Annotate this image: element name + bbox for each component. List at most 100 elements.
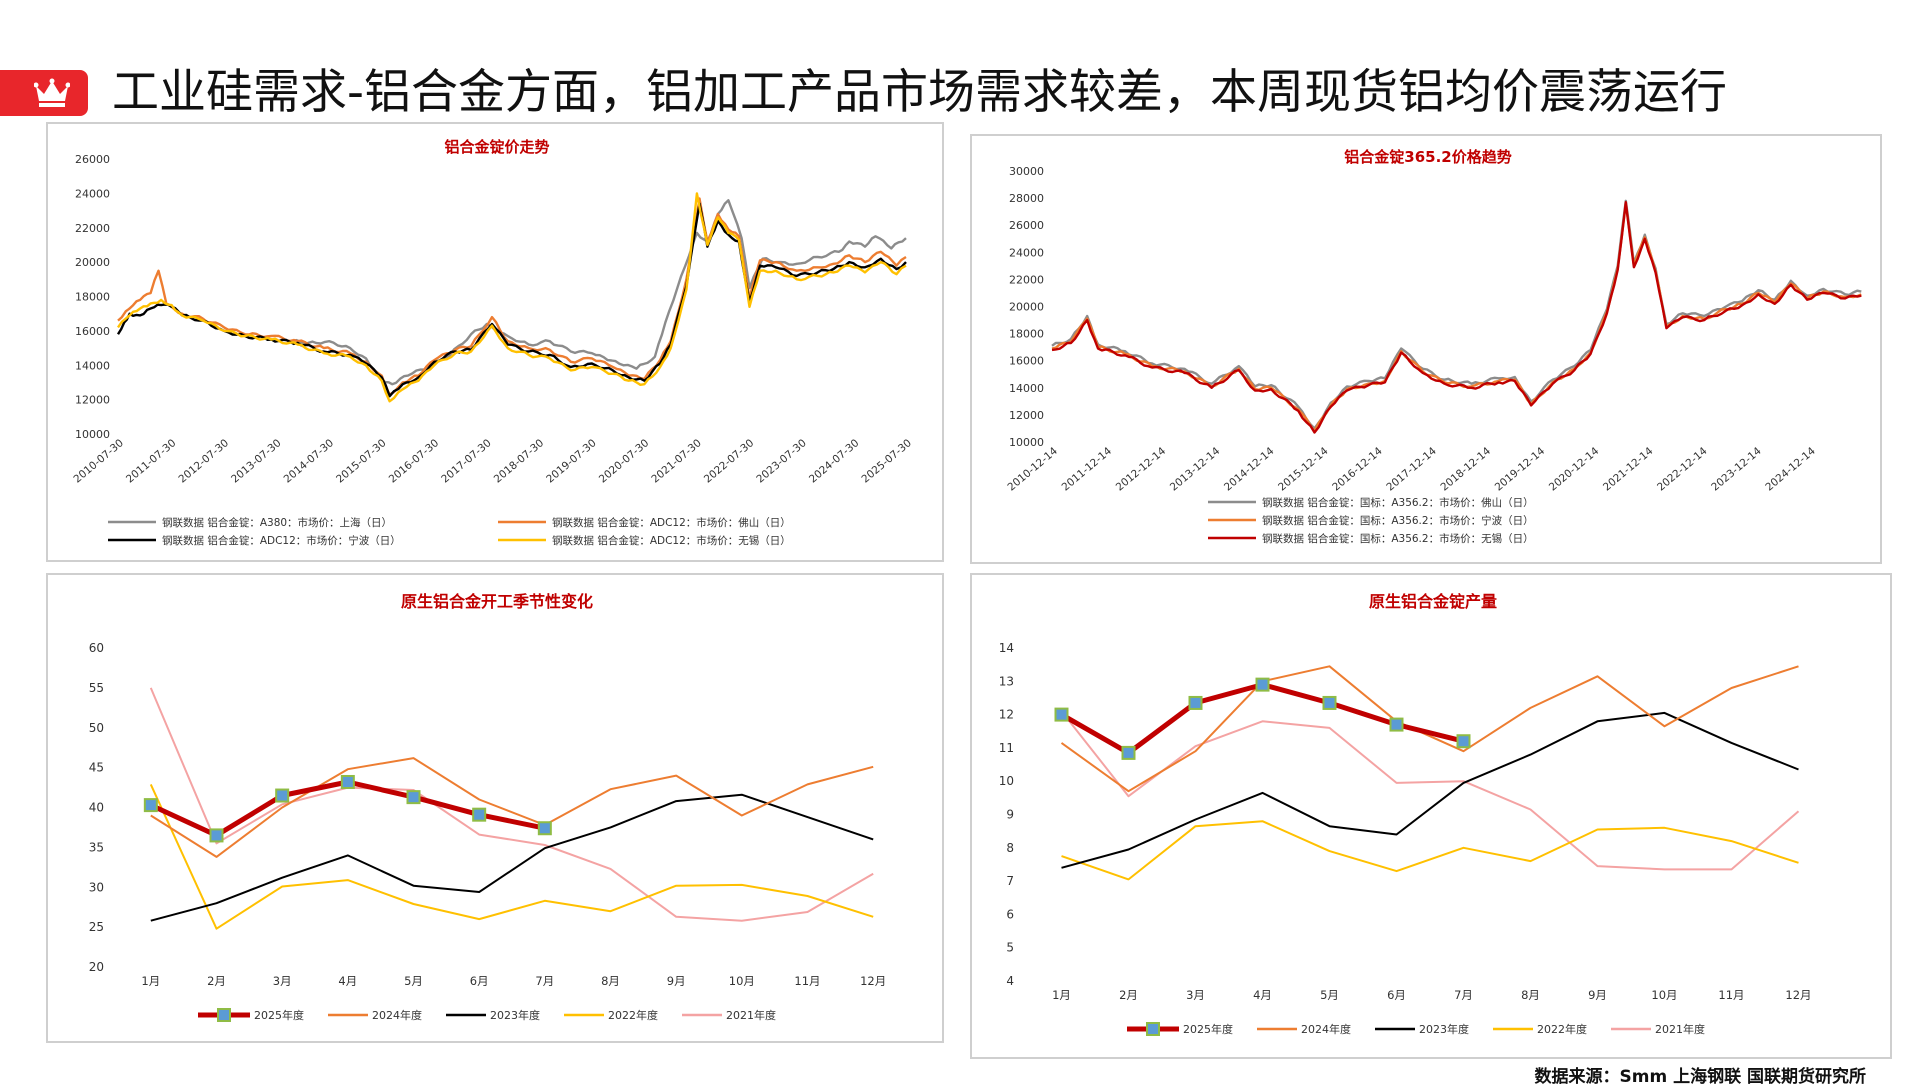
series-line-2 <box>117 197 907 396</box>
y-tick-label: 45 <box>89 761 104 775</box>
y-tick-label: 16000 <box>75 325 110 338</box>
x-tick-label: 2017-07-30 <box>439 437 493 485</box>
legend-label: 钢联数据 铝合金锭：国标：A356.2：市场价：宁波（日） <box>1262 514 1534 527</box>
x-tick-label: 2月 <box>207 974 226 988</box>
x-tick-label: 7月 <box>535 974 554 988</box>
x-tick-label: 9月 <box>667 974 686 988</box>
y-tick-label: 50 <box>89 721 104 735</box>
data-marker <box>1456 734 1471 749</box>
y-tick-label: 26000 <box>1009 219 1044 232</box>
y-tick-label: 14000 <box>75 359 110 372</box>
data-marker <box>1389 717 1404 732</box>
series-line-2021年度 <box>1060 710 1800 871</box>
x-tick-label: 1月 <box>141 974 160 988</box>
y-tick-label: 30 <box>89 880 104 894</box>
legend-label: 2021年度 <box>726 1008 776 1022</box>
y-tick-label: 4 <box>1006 974 1014 988</box>
y-tick-label: 12 <box>999 708 1014 722</box>
y-tick-label: 28000 <box>1009 192 1044 205</box>
y-tick-label: 40 <box>89 801 104 815</box>
y-tick-label: 10 <box>999 774 1014 788</box>
y-tick-label: 25 <box>89 920 104 934</box>
x-tick-label: 2019-07-30 <box>544 437 598 485</box>
legend-label: 钢联数据 铝合金锭：ADC12：市场价：宁波（日） <box>162 534 401 547</box>
y-tick-label: 20000 <box>1009 301 1044 314</box>
y-tick-label: 20000 <box>75 256 110 269</box>
legend-label: 2025年度 <box>254 1008 304 1022</box>
y-tick-label: 24000 <box>75 187 110 200</box>
data-marker <box>406 790 421 805</box>
legend-label: 钢联数据 铝合金锭：A380：市场价：上海（日） <box>162 516 392 529</box>
x-tick-label: 12月 <box>860 974 886 988</box>
x-tick-label: 5月 <box>1320 988 1339 1002</box>
series-line-3 <box>1051 201 1862 434</box>
y-tick-label: 26000 <box>75 153 110 166</box>
chart-panel-ingot-output: 原生铝合金锭产量 4 5 6 7 8 9 10 11 12 13 14 1月 2月 3月 4月 5月 6月 7月 8月… <box>970 573 1892 1059</box>
chart-title: 原生铝合金开工季节性变化 <box>401 592 593 611</box>
y-tick-label: 35 <box>89 840 104 854</box>
x-tick-label: 7月 <box>1454 988 1473 1002</box>
x-tick-label: 3月 <box>273 974 292 988</box>
y-tick-label: 20 <box>89 960 104 974</box>
y-tick-label: 14 <box>999 641 1014 655</box>
page-title: 工业硅需求-铝合金方面，铝加工产品市场需求较差，本周现货铝均价震荡运行 <box>112 65 1727 120</box>
data-source: 数据来源：Smm 上海钢联 国联期货研究所 <box>1534 1067 1866 1087</box>
legend-label: 2022年度 <box>1537 1022 1587 1036</box>
data-marker <box>1121 745 1136 760</box>
y-tick-label: 16000 <box>1009 355 1044 368</box>
x-tick-label: 2023-12-14 <box>1709 445 1764 494</box>
legend-label: 2021年度 <box>1655 1022 1705 1036</box>
x-tick-label: 2018-12-14 <box>1439 445 1494 494</box>
x-tick-label: 2013-12-14 <box>1168 445 1223 494</box>
series-line-2024年度 <box>1060 665 1799 793</box>
x-tick-label: 2020-12-14 <box>1547 445 1602 494</box>
x-tick-label: 1月 <box>1052 988 1071 1002</box>
legend-label: 2024年度 <box>1301 1022 1351 1036</box>
x-tick-label: 8月 <box>601 974 620 988</box>
y-tick-label: 12000 <box>1009 409 1044 422</box>
logo-badge <box>0 70 88 116</box>
x-tick-label: 2010-07-30 <box>71 437 125 485</box>
y-tick-label: 22000 <box>1009 273 1044 286</box>
y-tick-label: 14000 <box>1009 382 1044 395</box>
legend-marker <box>1146 1022 1160 1036</box>
y-tick-label: 6 <box>1006 907 1014 921</box>
data-marker <box>1188 695 1203 710</box>
x-tick-label: 2014-07-30 <box>282 437 336 485</box>
y-tick-label: 11 <box>999 741 1014 755</box>
legend-label: 钢联数据 铝合金锭：ADC12：市场价：佛山（日） <box>552 516 791 529</box>
series-line-2022年度 <box>149 783 874 930</box>
y-tick-label: 13 <box>999 674 1014 688</box>
x-tick-label: 2012-12-14 <box>1114 445 1169 494</box>
data-marker <box>537 821 552 836</box>
x-tick-label: 2025-07-30 <box>859 437 913 485</box>
chart-panel-a356-price: 铝合金锭365.2价格趋势 10000 12000 14000 16000 18000 20… <box>970 134 1882 564</box>
x-tick-label: 2024-12-14 <box>1763 445 1818 494</box>
y-tick-label: 18000 <box>75 291 110 304</box>
data-marker <box>472 807 487 822</box>
legend-marker <box>217 1008 231 1022</box>
series-line-1 <box>1051 199 1862 430</box>
x-tick-label: 2013-07-30 <box>229 437 283 485</box>
series-line-2021年度 <box>149 687 874 922</box>
x-tick-label: 2023-07-30 <box>754 437 808 485</box>
x-tick-label: 2014-12-14 <box>1222 445 1277 494</box>
y-tick-label: 55 <box>89 681 104 695</box>
y-tick-label: 7 <box>1006 874 1014 888</box>
series-line-2023年度 <box>1061 711 1799 869</box>
y-tick-label: 5 <box>1006 941 1014 955</box>
y-tick-label: 60 <box>89 641 104 655</box>
series-line-2 <box>1051 202 1862 433</box>
legend-label: 2022年度 <box>608 1008 658 1022</box>
legend-label: 2024年度 <box>372 1008 422 1022</box>
y-tick-label: 10000 <box>1009 436 1044 449</box>
y-tick-label: 12000 <box>75 394 110 407</box>
legend-label: 2023年度 <box>1419 1022 1469 1036</box>
data-marker <box>340 774 355 789</box>
x-tick-label: 5月 <box>404 974 423 988</box>
legend-label: 钢联数据 铝合金锭：国标：A356.2：市场价：无锡（日） <box>1262 532 1534 545</box>
x-tick-label: 2月 <box>1119 988 1138 1002</box>
x-tick-label: 2010-12-14 <box>1005 445 1060 494</box>
chart-panel-operating-rate: 原生铝合金开工季节性变化 20 25 30 35 40 45 50 55 60 1月 2月 3月 4月 5月… <box>46 573 944 1043</box>
x-tick-label: 2021-12-14 <box>1601 445 1656 494</box>
